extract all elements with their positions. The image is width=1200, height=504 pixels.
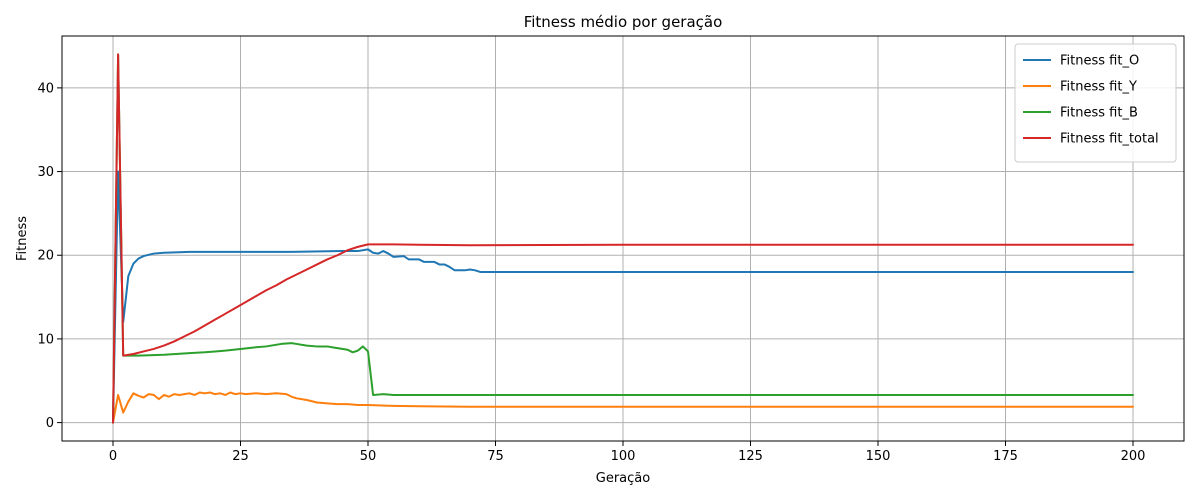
legend-entry: Fitness fit_O [1023, 54, 1139, 69]
x-tick-label: 75 [487, 449, 504, 464]
series-line-fitness-fit-b [112, 53, 1134, 424]
y-tick-label: 30 [37, 165, 54, 180]
legend-label: Fitness fit_Y [1060, 80, 1137, 95]
series-line-fitness-fit-o [112, 170, 1134, 424]
y-axis-label: Fitness [15, 216, 30, 261]
series-line-fitness-fit-y [112, 391, 1134, 424]
y-axis-ticks: 0 10 20 30 40 [37, 81, 62, 431]
y-tick-label: 0 [46, 416, 54, 431]
x-tick-label: 125 [738, 449, 763, 464]
y-tick-label: 40 [37, 81, 54, 96]
legend-box [1014, 43, 1177, 163]
x-tick-label: 150 [866, 449, 891, 464]
y-tick-label: 20 [37, 249, 54, 264]
series-lines [112, 53, 1134, 424]
legend-label: Fitness fit_total [1060, 132, 1159, 147]
x-tick-label: 0 [109, 449, 117, 464]
chart-title: Fitness médio por geração [524, 13, 723, 31]
legend-label: Fitness fit_B [1060, 106, 1138, 121]
x-tick-label: 200 [1121, 449, 1146, 464]
x-tick-label: 50 [360, 449, 377, 464]
grid [62, 36, 1184, 441]
legend-entry: Fitness fit_Y [1023, 80, 1137, 95]
y-tick-label: 10 [37, 332, 54, 347]
x-tick-label: 100 [611, 449, 636, 464]
x-tick-label: 25 [232, 449, 249, 464]
legend-label: Fitness fit_O [1060, 54, 1139, 69]
legend-entry: Fitness fit_total [1023, 132, 1159, 147]
series-line-fitness-fit-total [112, 53, 1134, 424]
x-tick-label: 175 [993, 449, 1018, 464]
legend: Fitness fit_O Fitness fit_Y Fitness fit_B F… [1014, 43, 1177, 163]
x-axis-label: Geração [596, 471, 650, 486]
x-axis-ticks: 0 25 50 75 100 125 150 175 200 [109, 441, 1146, 464]
legend-entry: Fitness fit_B [1023, 106, 1138, 121]
